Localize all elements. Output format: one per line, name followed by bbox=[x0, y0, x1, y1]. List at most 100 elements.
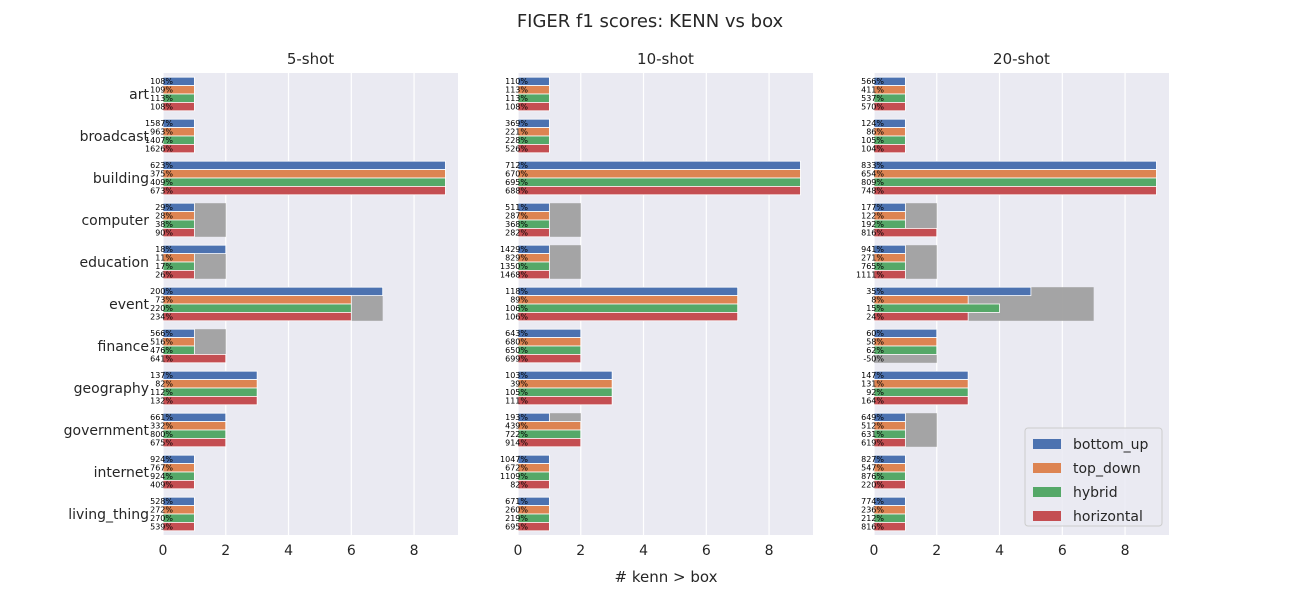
bar-value-label: 1468% bbox=[500, 270, 528, 279]
bar-bottom_up bbox=[873, 160, 1157, 170]
bar-value-label: 688% bbox=[505, 186, 528, 195]
y-tick-label: education bbox=[80, 255, 149, 271]
bar-value-label: 650% bbox=[505, 346, 528, 355]
bar-horizontal bbox=[873, 102, 906, 112]
bar-value-label: 260% bbox=[505, 506, 528, 515]
bar-value-label: 236% bbox=[861, 506, 884, 515]
bar-value-label: 39% bbox=[510, 380, 528, 389]
bar-top_down bbox=[873, 169, 1157, 179]
bar-value-label: 200% bbox=[150, 287, 173, 296]
bar-value-label: 106% bbox=[505, 312, 528, 321]
bar-horizontal bbox=[162, 311, 352, 322]
bar-value-label: 90% bbox=[155, 228, 173, 237]
bar-value-label: 722% bbox=[505, 430, 528, 439]
bar-value-label: 122% bbox=[861, 212, 884, 221]
legend-swatch-horizontal bbox=[1033, 511, 1061, 521]
legend-box bbox=[1024, 427, 1163, 527]
bar-value-label: 287% bbox=[505, 212, 528, 221]
bar-value-label: 914% bbox=[505, 438, 528, 447]
bar-value-label: 570% bbox=[861, 102, 884, 111]
bar-value-label: 8% bbox=[871, 296, 884, 305]
bar-horizontal bbox=[162, 185, 446, 196]
bar-top_down bbox=[162, 169, 446, 179]
bar-bottom_up bbox=[517, 286, 739, 297]
bar-value-label: 368% bbox=[505, 220, 528, 229]
bar-value-label: 411% bbox=[861, 86, 884, 95]
bar-value-label: 113% bbox=[505, 86, 528, 95]
bar-value-label: 28% bbox=[155, 212, 173, 221]
bar-value-label: 673% bbox=[150, 186, 173, 195]
bar-value-label: 1626% bbox=[145, 144, 173, 153]
bar-value-label: 809% bbox=[861, 178, 884, 187]
bar-hybrid bbox=[517, 303, 739, 313]
bar-hybrid bbox=[873, 387, 969, 397]
y-tick-label: government bbox=[64, 423, 150, 439]
bar-value-label: 192% bbox=[861, 220, 884, 229]
bar-hybrid bbox=[873, 303, 1000, 313]
bar-value-label: 675% bbox=[150, 438, 173, 447]
bar-value-label: 539% bbox=[150, 522, 173, 531]
bar-value-label: 105% bbox=[505, 388, 528, 397]
bar-horizontal bbox=[517, 395, 613, 406]
bar-value-label: 118% bbox=[505, 287, 528, 296]
bar-horizontal bbox=[517, 522, 550, 532]
bar-value-label: 24% bbox=[866, 312, 884, 321]
bar-value-label: -50% bbox=[863, 354, 884, 363]
bar-value-label: 774% bbox=[861, 497, 884, 506]
bar-horizontal bbox=[873, 437, 906, 448]
legend-label-top_down: top_down bbox=[1073, 461, 1141, 477]
bar-value-label: 1111% bbox=[856, 270, 884, 279]
bar-value-label: 512% bbox=[861, 422, 884, 431]
bar-value-label: 62% bbox=[866, 346, 884, 355]
y-tick-label: finance bbox=[98, 339, 149, 355]
bar-value-label: 1109% bbox=[500, 472, 528, 481]
bar-value-label: 108% bbox=[505, 102, 528, 111]
chart-title: FIGER f1 scores: KENN vs box bbox=[517, 11, 784, 32]
panel-title: 10-shot bbox=[637, 50, 694, 68]
bar-value-label: 108% bbox=[150, 77, 173, 86]
bar-value-label: 476% bbox=[150, 346, 173, 355]
y-tick-label: geography bbox=[74, 381, 149, 397]
bar-horizontal bbox=[873, 143, 906, 154]
bar-value-label: 60% bbox=[866, 329, 884, 338]
y-tick-label: art bbox=[129, 87, 149, 103]
bar-horizontal bbox=[162, 143, 195, 154]
bar-value-label: 528% bbox=[150, 497, 173, 506]
legend-swatch-bottom_up bbox=[1033, 439, 1061, 449]
x-tick-label: 0 bbox=[870, 543, 879, 559]
x-tick-label: 6 bbox=[1058, 543, 1067, 559]
bar-top_down bbox=[162, 295, 352, 305]
bar-value-label: 375% bbox=[150, 170, 173, 179]
bar-value-label: 649% bbox=[861, 413, 884, 422]
bar-value-label: 212% bbox=[861, 514, 884, 523]
bar-value-label: 147% bbox=[861, 371, 884, 380]
legend-swatch-hybrid bbox=[1033, 487, 1061, 497]
x-axis-label: # kenn > box bbox=[615, 568, 718, 586]
bar-value-label: 511% bbox=[505, 203, 528, 212]
x-tick-label: 8 bbox=[1121, 543, 1130, 559]
x-tick-label: 2 bbox=[932, 543, 941, 559]
bar-horizontal bbox=[873, 185, 1157, 196]
bar-value-label: 89% bbox=[510, 296, 528, 305]
bar-value-label: 661% bbox=[150, 413, 173, 422]
x-tick-label: 8 bbox=[410, 543, 419, 559]
bar-value-label: 816% bbox=[861, 522, 884, 531]
bar-value-label: 29% bbox=[155, 203, 173, 212]
bar-value-label: 164% bbox=[861, 396, 884, 405]
bar-value-label: 106% bbox=[505, 304, 528, 313]
bar-horizontal bbox=[162, 522, 195, 532]
bar-value-label: 924% bbox=[150, 455, 173, 464]
bar-bottom_up bbox=[517, 370, 613, 381]
bar-value-label: 623% bbox=[150, 161, 173, 170]
bar-bottom_up bbox=[873, 370, 969, 381]
bar-value-label: 670% bbox=[505, 170, 528, 179]
bar-value-label: 15% bbox=[866, 304, 884, 313]
bar-hybrid bbox=[517, 177, 801, 187]
bar-value-label: 369% bbox=[505, 119, 528, 128]
bar-value-label: 82% bbox=[510, 480, 528, 489]
bar-value-label: 272% bbox=[150, 506, 173, 515]
bar-value-label: 547% bbox=[861, 464, 884, 473]
